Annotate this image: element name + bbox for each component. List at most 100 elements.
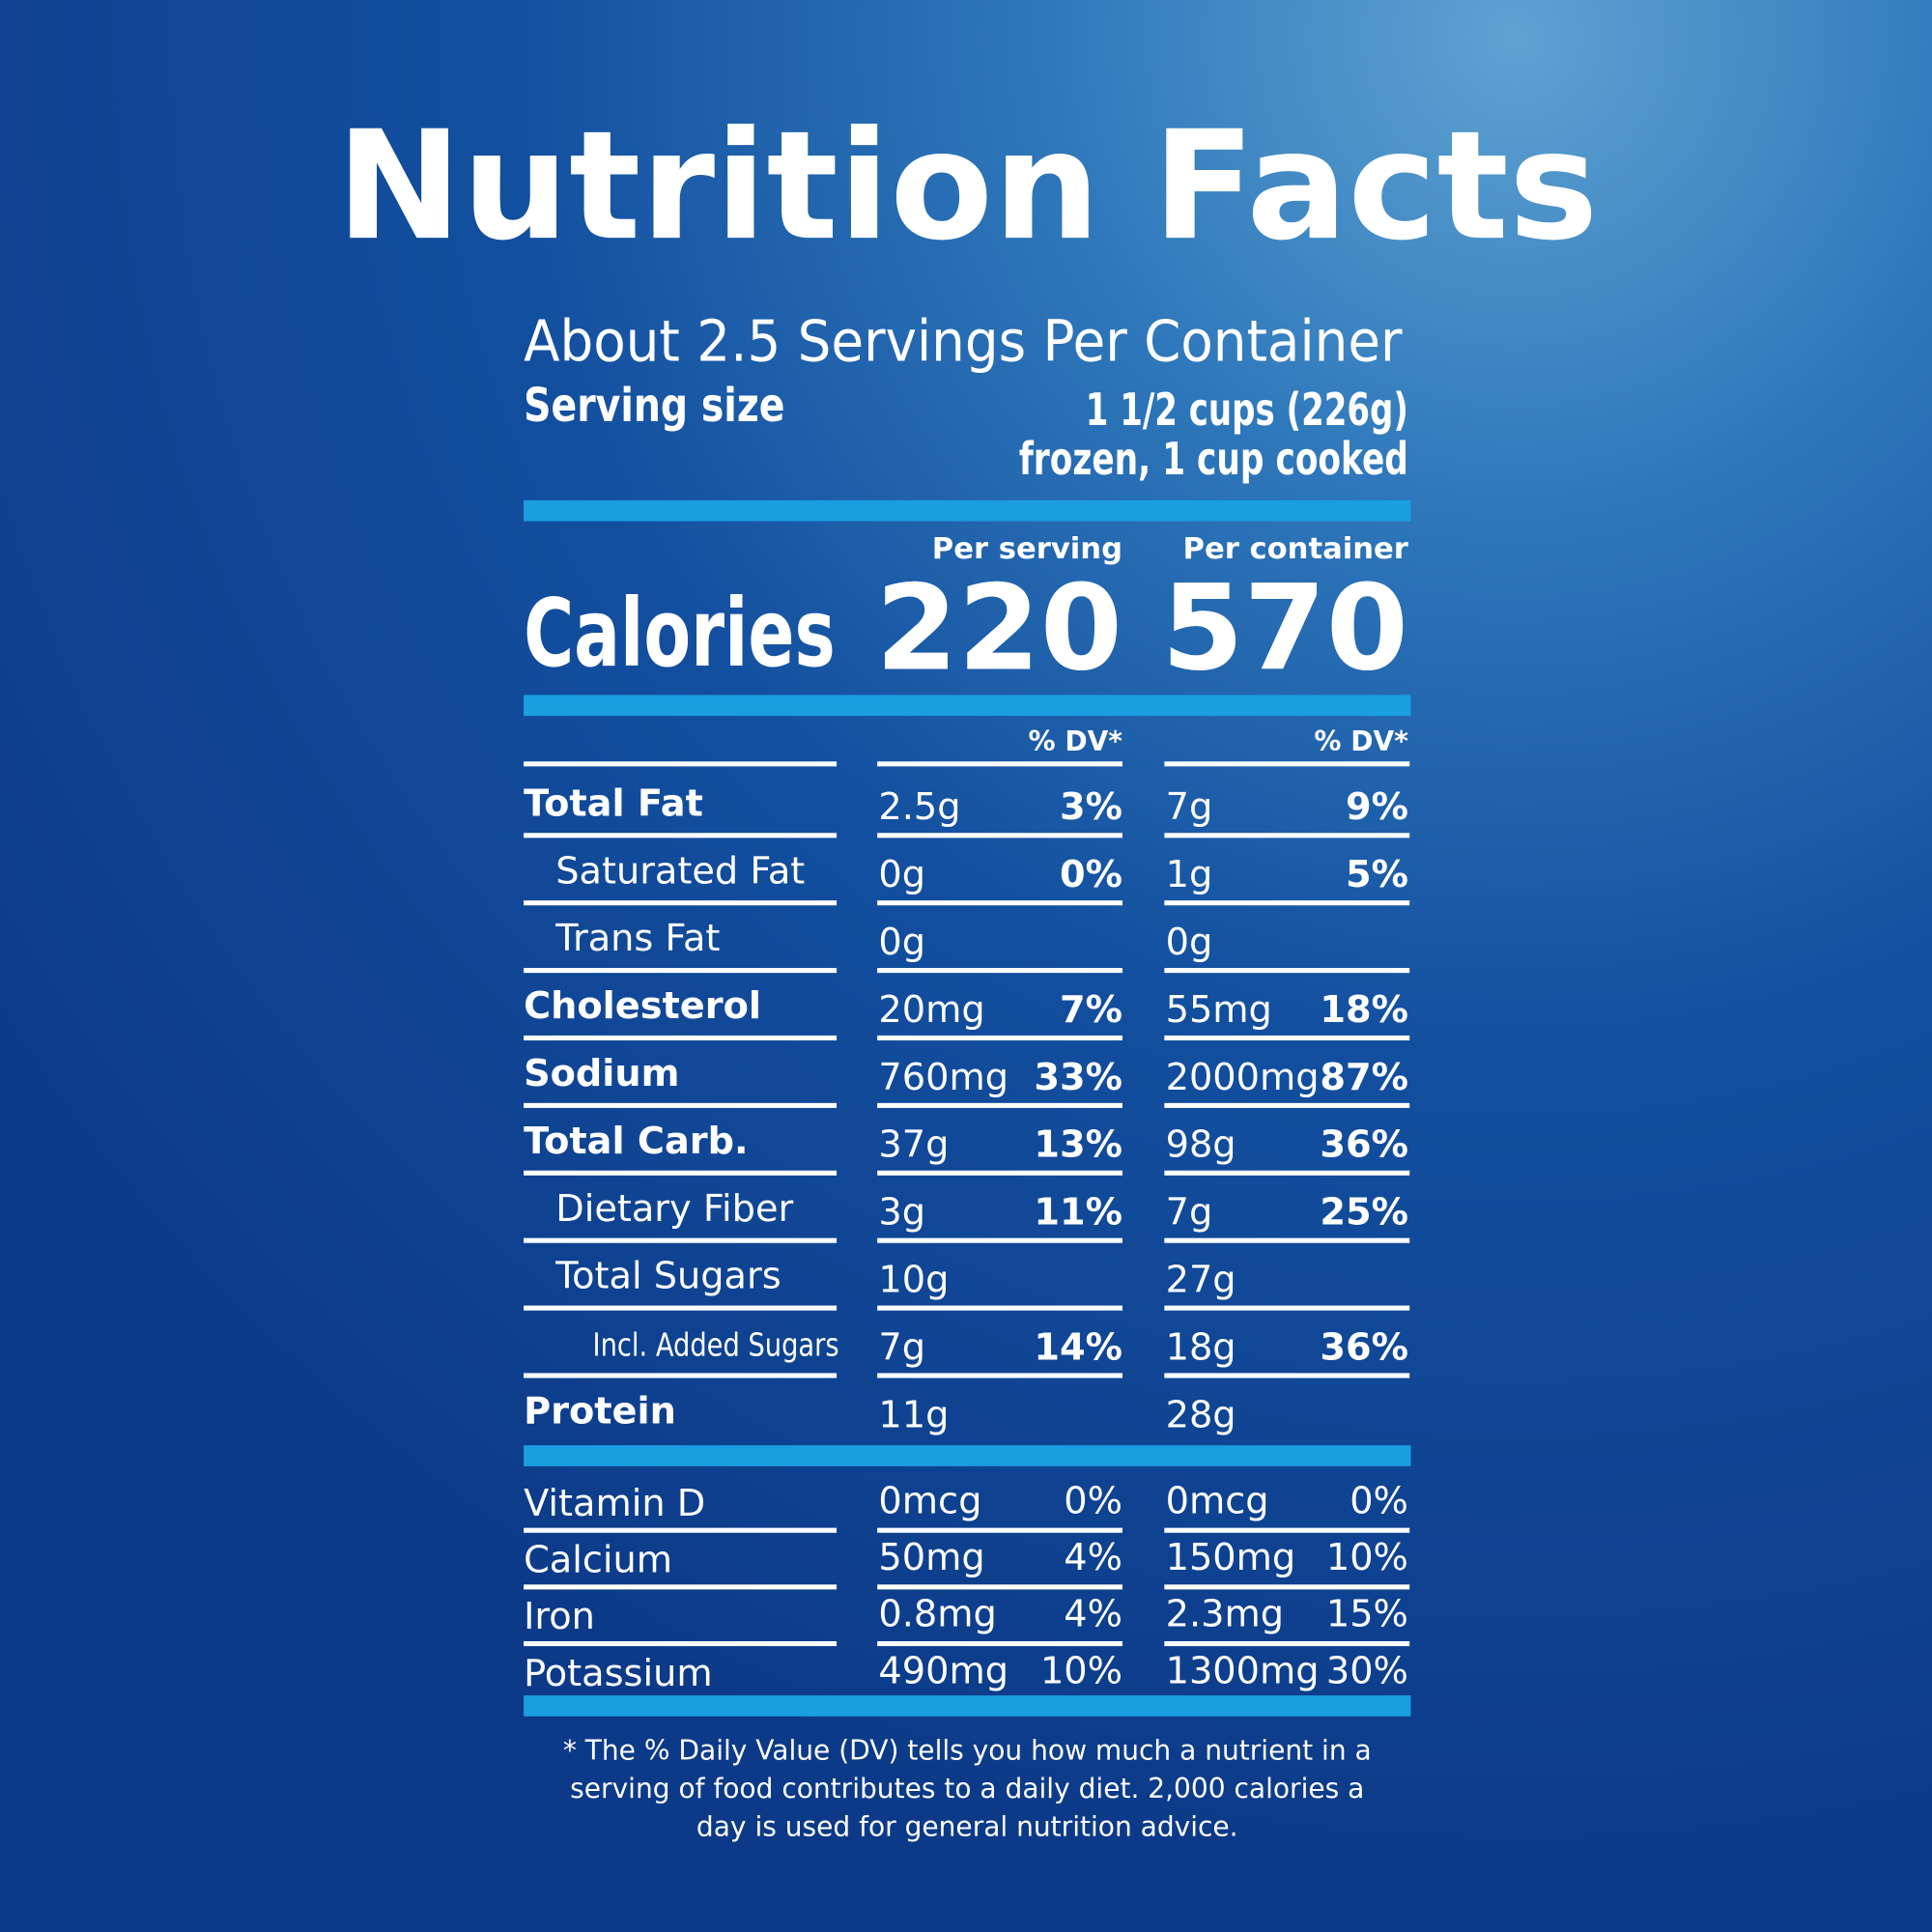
- amount: 1g: [1166, 853, 1213, 896]
- dv-header: % DV*: [1314, 725, 1408, 757]
- daily-value: 18%: [1320, 988, 1408, 1032]
- vitamin-name: Calcium: [524, 1539, 672, 1582]
- rule: [877, 1035, 1122, 1041]
- rule: [877, 833, 1122, 838]
- daily-value: 10%: [1326, 1536, 1408, 1579]
- rule: [1164, 1170, 1410, 1176]
- divider-bar: [524, 499, 1411, 522]
- amount: 11g: [878, 1393, 949, 1436]
- rule: [1164, 1102, 1410, 1108]
- rule: [877, 1373, 1122, 1378]
- rule: [1164, 761, 1410, 767]
- amount: 150mg: [1166, 1536, 1296, 1579]
- rule: [1164, 1035, 1410, 1041]
- rule: [1164, 1640, 1410, 1647]
- rule: [524, 900, 838, 906]
- nutrient-rows: Total Fat 2.5g 3% 7g 9% Saturated Fat 0g 0% 1g 5%…: [524, 761, 1410, 1843]
- divider-bar: [524, 695, 1411, 717]
- amount: 50mg: [878, 1536, 984, 1579]
- rule: [877, 1305, 1122, 1311]
- serving-size-label: Serving size: [524, 379, 784, 433]
- serving-size-value: 1 1/2 cups (226g): [1086, 384, 1408, 436]
- rule: [524, 1584, 838, 1590]
- rule: [524, 1170, 838, 1176]
- rule: [524, 1640, 838, 1647]
- rule: [877, 1584, 1122, 1590]
- column-header: Per serving: [932, 532, 1122, 566]
- amount: 20mg: [878, 988, 984, 1032]
- amount: 1300mg: [1166, 1649, 1320, 1692]
- rule: [524, 833, 838, 838]
- calories-value: 570: [1161, 559, 1408, 697]
- calories-label: Calories: [524, 579, 836, 688]
- amount: 98g: [1166, 1123, 1236, 1167]
- rule: [524, 1237, 838, 1243]
- amount: 28g: [1166, 1393, 1236, 1436]
- nutrient-name: Total Fat: [524, 781, 703, 825]
- nutrient-name: Dietary Fiber: [555, 1187, 793, 1231]
- amount: 7g: [1166, 1191, 1213, 1235]
- rule: [524, 1373, 838, 1378]
- nutrient-name: Sodium: [524, 1052, 679, 1095]
- daily-value: 4%: [1064, 1536, 1122, 1579]
- daily-value: 11%: [1034, 1191, 1122, 1235]
- vitamin-name: Potassium: [524, 1652, 713, 1695]
- daily-value: 0%: [1064, 1479, 1122, 1522]
- divider-bar: [524, 1445, 1411, 1466]
- column-header: Per container: [1183, 532, 1408, 566]
- amount: 490mg: [878, 1649, 1009, 1692]
- amount: 2.5g: [878, 785, 960, 829]
- footnote: serving of food contributes to a daily d…: [570, 1773, 1364, 1804]
- rule: [877, 900, 1122, 906]
- daily-value: 7%: [1060, 988, 1122, 1032]
- nutrient-name: Saturated Fat: [555, 849, 805, 893]
- servings: About 2.5 Servings Per Container: [524, 309, 1403, 375]
- rule: [1164, 1527, 1410, 1533]
- amount: 0g: [878, 921, 925, 964]
- daily-value: 30%: [1326, 1649, 1408, 1692]
- nutrient-name: Trans Fat: [554, 917, 720, 960]
- nutrient-name: Cholesterol: [524, 984, 761, 1028]
- daily-value: 14%: [1034, 1325, 1122, 1369]
- amount: 10g: [878, 1259, 949, 1302]
- rule: [877, 968, 1122, 974]
- rule: [877, 1170, 1122, 1176]
- amount: 55mg: [1166, 988, 1272, 1032]
- amount: 7g: [878, 1325, 925, 1369]
- amount: 3g: [878, 1191, 925, 1235]
- rule: [524, 968, 838, 974]
- rule: [1164, 1373, 1410, 1378]
- rule: [1164, 900, 1410, 906]
- amount: 2.3mg: [1166, 1593, 1284, 1636]
- daily-value: 13%: [1034, 1123, 1122, 1167]
- amount: 18g: [1166, 1325, 1236, 1369]
- nutrient-name: Total Carb.: [524, 1120, 748, 1163]
- amount: 0mcg: [1166, 1479, 1269, 1522]
- rule: [1164, 1237, 1410, 1243]
- nutrient-name: Protein: [524, 1389, 676, 1433]
- amount: 0g: [1166, 921, 1213, 964]
- daily-value: 87%: [1320, 1056, 1408, 1099]
- daily-value: 4%: [1064, 1593, 1122, 1636]
- dv-header: % DV*: [1028, 725, 1122, 757]
- daily-value: 5%: [1346, 853, 1408, 896]
- rule: [877, 1237, 1122, 1243]
- nutrient-name: Total Sugars: [554, 1255, 781, 1298]
- rule: [877, 1102, 1122, 1108]
- daily-value: 15%: [1326, 1593, 1408, 1636]
- title: Nutrition Facts: [336, 99, 1599, 273]
- amount: 7g: [1166, 785, 1213, 829]
- daily-value: 3%: [1060, 785, 1122, 829]
- rule: [877, 1527, 1122, 1533]
- daily-value: 0%: [1350, 1479, 1408, 1522]
- rule: [1164, 1305, 1410, 1311]
- amount: 0g: [878, 853, 925, 896]
- calories-value: 220: [875, 559, 1122, 697]
- amount: 2000mg: [1166, 1056, 1320, 1099]
- footnote: * The % Daily Value (DV) tells you how m…: [563, 1734, 1372, 1766]
- footnote: day is used for general nutrition advice…: [696, 1811, 1238, 1843]
- vitamin-name: Vitamin D: [524, 1482, 705, 1525]
